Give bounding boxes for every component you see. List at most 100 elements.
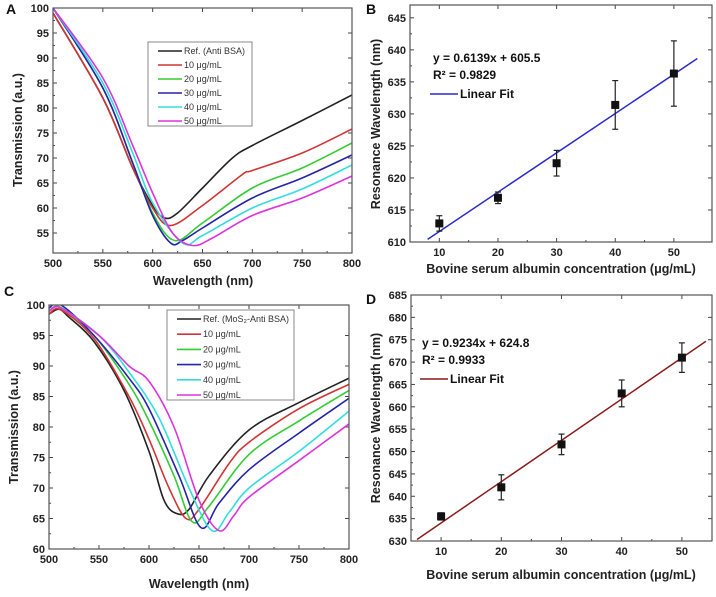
legend-label: Ref. (MoS₂-Anti BSA) — [203, 314, 289, 324]
y-tick-label: 85 — [37, 78, 49, 90]
panel-label: D — [366, 291, 376, 307]
y-tick-label: 630 — [388, 109, 406, 121]
x-tick-label: 650 — [190, 554, 208, 566]
panel-label: C — [4, 283, 14, 299]
data-point — [669, 69, 678, 78]
y-tick-label: 635 — [388, 77, 406, 89]
legend-label: 20 μg/mL — [184, 74, 222, 84]
data-point — [435, 219, 444, 228]
plot-frame — [52, 7, 353, 254]
x-tick-label: 600 — [143, 258, 161, 270]
series-line — [53, 8, 352, 246]
x-tick-label: 800 — [343, 258, 361, 270]
y-tick-label: 70 — [33, 483, 45, 495]
y-tick-label: 75 — [33, 453, 45, 465]
legend-box — [147, 41, 253, 127]
x-axis-title: Bovine serum albumin concentration (μg/m… — [426, 262, 695, 276]
plot-frame — [48, 304, 350, 550]
y-tick-label: 625 — [388, 141, 406, 153]
y-tick-label: 680 — [389, 312, 407, 324]
x-tick-label: 750 — [290, 554, 308, 566]
data-point — [557, 440, 566, 449]
y-tick-label: 95 — [37, 28, 49, 40]
legend-label: 10 μg/mL — [203, 329, 241, 339]
x-tick-label: 550 — [94, 258, 112, 270]
y-tick-label: 90 — [37, 53, 49, 65]
y-tick-label: 630 — [389, 536, 407, 548]
y-tick-label: 645 — [388, 13, 406, 25]
data-point — [611, 100, 620, 109]
x-tick-label: 50 — [668, 247, 680, 259]
y-tick-label: 645 — [389, 469, 407, 481]
y-tick-label: 675 — [389, 335, 407, 347]
x-tick-label: 550 — [90, 554, 108, 566]
legend-box — [166, 309, 295, 401]
x-tick-label: 10 — [435, 546, 447, 558]
legend-label: 50 μg/mL — [184, 116, 222, 126]
legend-label: Linear Fit — [450, 372, 504, 386]
y-tick-label: 670 — [389, 357, 407, 369]
fit-r-squared: R² = 0.9829 — [433, 68, 496, 82]
x-tick-label: 20 — [495, 546, 507, 558]
plot-frame — [409, 4, 713, 243]
series-line — [49, 305, 349, 532]
data-point — [493, 193, 502, 202]
x-axis-title: Bovine serum albumin concentration (μg/m… — [426, 568, 695, 582]
legend-label: 50 μg/mL — [203, 390, 241, 400]
x-tick-label: 30 — [555, 546, 567, 558]
fit-r-squared: R² = 0.9933 — [422, 353, 485, 367]
y-tick-label: 660 — [389, 402, 407, 414]
y-tick-label: 685 — [389, 290, 407, 302]
x-tick-label: 40 — [609, 247, 621, 259]
x-tick-label: 30 — [550, 247, 562, 259]
x-tick-label: 500 — [40, 554, 58, 566]
plot-frame — [410, 294, 713, 542]
legend-label: Ref. (Anti BSA) — [184, 46, 245, 56]
x-tick-label: 50 — [676, 546, 688, 558]
fit-line — [427, 57, 698, 240]
y-tick-label: 60 — [33, 544, 45, 556]
x-axis-title: Wavelength (nm) — [153, 274, 253, 288]
y-tick-label: 65 — [33, 514, 45, 526]
panel-d: D 10 20 30 40 50 630 635 640 645 650 655 660 665 670 67… — [366, 290, 713, 582]
series-line — [49, 308, 349, 516]
y-axis-title: Resonance Wavelength (nm) — [369, 39, 383, 209]
x-axis-title: Wavelength (nm) — [149, 577, 249, 591]
y-axis-title: Transmission (a.u.) — [11, 73, 25, 187]
y-tick-label: 650 — [389, 447, 407, 459]
data-point — [437, 512, 446, 521]
y-tick-label: 640 — [389, 491, 407, 503]
legend-label: 30 μg/mL — [203, 360, 241, 370]
y-tick-label: 55 — [37, 228, 49, 240]
data-point — [617, 389, 626, 398]
panel-c: C 500 550 600 650 700 750 800 60 65 70 75 80 85 90 95 10… — [4, 283, 358, 591]
x-tick-label: 750 — [293, 258, 311, 270]
y-tick-label: 75 — [37, 128, 49, 140]
panel-label: B — [366, 1, 376, 17]
y-tick-label: 80 — [33, 422, 45, 434]
panel-b: B 10 20 30 40 50 610 615 620 625 630 635 640 645 Bovin… — [366, 1, 713, 276]
series-line — [53, 8, 352, 247]
fit-equation: y = 0.9234x + 624.8 — [422, 336, 530, 350]
y-tick-label: 85 — [33, 392, 45, 404]
series-line — [49, 305, 349, 530]
x-tick-label: 700 — [243, 258, 261, 270]
panel-a: A 500 550 600 650 700 750 800 55 60 65 70 75 80 85 90 95… — [6, 1, 361, 288]
y-tick-label: 620 — [388, 173, 406, 185]
x-tick-label: 700 — [240, 554, 258, 566]
y-tick-label: 100 — [31, 3, 49, 15]
y-tick-label: 90 — [33, 361, 45, 373]
y-tick-label: 95 — [33, 331, 45, 343]
y-axis-title: Transmission (a.u.) — [7, 370, 21, 484]
x-tick-label: 40 — [616, 546, 628, 558]
y-axis-title: Resonance Wavelength (nm) — [369, 333, 383, 503]
x-tick-label: 500 — [44, 258, 62, 270]
x-tick-label: 20 — [492, 247, 504, 259]
data-point — [497, 483, 506, 492]
y-tick-label: 640 — [388, 45, 406, 57]
y-tick-label: 70 — [37, 153, 49, 165]
x-tick-label: 800 — [340, 554, 358, 566]
panel-label: A — [6, 1, 16, 17]
y-tick-label: 100 — [27, 300, 45, 312]
